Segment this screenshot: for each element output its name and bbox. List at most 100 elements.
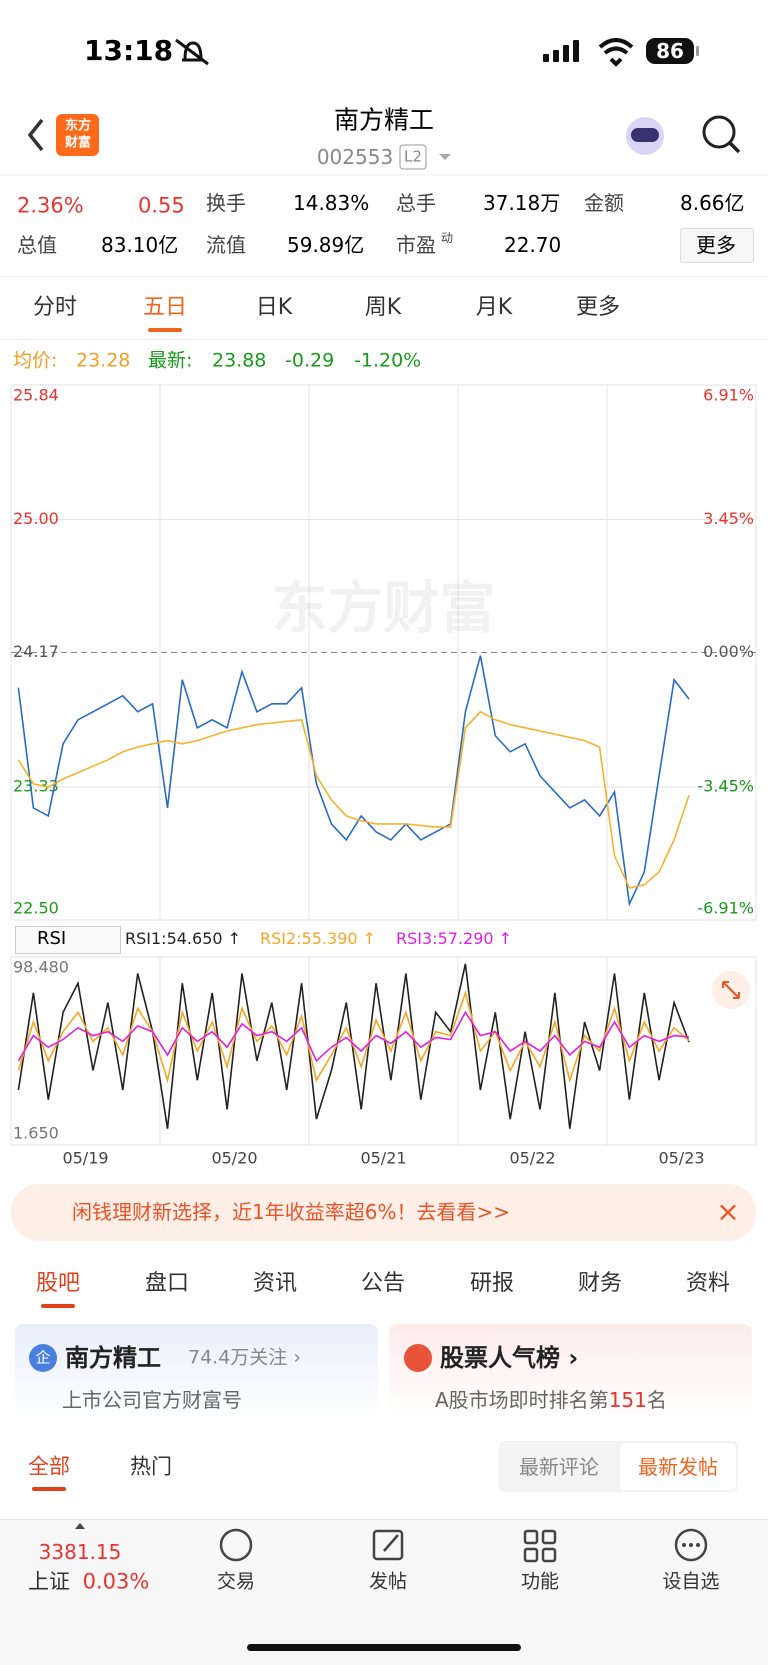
value: 22.70 — [504, 233, 562, 257]
sort-active-bg — [620, 1443, 736, 1490]
label: 总值 — [17, 233, 57, 257]
promo-banner[interactable] — [11, 1184, 756, 1241]
y2-tick-label: 6.91% — [703, 386, 754, 405]
nav-item[interactable]: 功能 — [520, 1570, 560, 1593]
change-pct: 2.36% — [17, 193, 84, 218]
card-icon — [29, 1344, 57, 1372]
chart-tab[interactable]: 周K — [364, 295, 402, 320]
watermark: 东方财富 — [272, 577, 496, 642]
card-icon-text: 企 — [35, 1348, 51, 1367]
card-sub-text: 名 — [646, 1388, 667, 1412]
sort-option[interactable]: 最新评论 — [519, 1455, 599, 1479]
x-tick-label: 05/20 — [211, 1149, 257, 1168]
series-line — [17, 710, 690, 889]
divider — [0, 276, 768, 277]
x-tick-label: 05/22 — [509, 1149, 555, 1168]
label: 总手 — [396, 191, 436, 215]
nav-item[interactable]: 交易 — [216, 1570, 256, 1593]
plot-frame — [10, 956, 757, 1146]
x-tick-label: 05/21 — [360, 1149, 406, 1168]
charts: 东方财富 25.84 6.91% 25.00 3.45% 24.17 0.00% 23.33 -… — [10, 384, 757, 1168]
y-tick-label: 98.480 — [13, 958, 69, 977]
series-line — [17, 655, 690, 907]
y-tick-label: 25.00 — [13, 509, 59, 528]
logo-text: 东方 — [64, 118, 92, 134]
section-tab[interactable]: 研报 — [469, 1271, 515, 1296]
chart-tab[interactable]: 日K — [255, 295, 293, 320]
rank-card[interactable] — [389, 1324, 752, 1423]
index-name[interactable]: 上证 — [28, 1569, 70, 1594]
x-tick-label: 05/23 — [658, 1149, 704, 1168]
time: 13:18 — [84, 34, 174, 67]
banner-text[interactable]: 闲钱理财新选择，近1年收益率超6%！去看看>> — [72, 1200, 510, 1224]
chart-tab[interactable]: 月K — [475, 295, 513, 320]
tab-indicator — [32, 1487, 66, 1491]
chart-tab[interactable]: 分时 — [32, 295, 78, 320]
card-sub-text: A股市场即时排名第 — [435, 1388, 609, 1412]
bottom-bar — [0, 1519, 768, 1665]
stock-name: 南方精工 — [333, 105, 435, 135]
y-tick-label: 24.17 — [13, 642, 59, 661]
bottom-icons — [75, 1523, 708, 1651]
card-title[interactable]: 南方精工 — [65, 1344, 161, 1372]
label: 市盈 — [396, 233, 436, 257]
feed-tab[interactable]: 热门 — [130, 1454, 172, 1479]
series-line — [17, 1010, 690, 1063]
banner-close[interactable]: × — [716, 1195, 740, 1228]
index-change[interactable]: 0.03% — [82, 1569, 150, 1594]
tab-indicator — [148, 328, 182, 332]
y-tick-label: 1.650 — [13, 1124, 59, 1143]
divider — [0, 339, 768, 340]
company-card[interactable] — [15, 1324, 378, 1423]
stock-code: 002553 — [316, 145, 394, 169]
label: 金额 — [584, 191, 624, 215]
chart-tab-active[interactable]: 五日 — [142, 295, 188, 320]
level-badge: L2 — [404, 147, 422, 166]
legend-entry: RSI2:55.390 ↑ — [260, 929, 377, 948]
y-tick-label: 23.33 — [13, 777, 59, 796]
avg-label: 均价: — [13, 349, 58, 372]
y-tick-label: 25.84 — [13, 386, 59, 405]
expand-icon — [722, 981, 740, 999]
value: 83.10亿 — [101, 233, 179, 257]
card-sub: 上市公司官方财富号 — [62, 1388, 242, 1412]
value: 8.66亿 — [680, 191, 745, 215]
chart-tab[interactable]: 更多 — [575, 295, 621, 320]
x-tick-label: 05/19 — [62, 1149, 108, 1168]
more-button[interactable] — [680, 228, 754, 263]
indicator-select[interactable] — [15, 926, 121, 954]
section-tab[interactable]: 盘口 — [144, 1271, 190, 1296]
y2-tick-label: -6.91% — [697, 899, 754, 918]
sort-option-active[interactable]: 最新发帖 — [638, 1455, 718, 1479]
series-line — [17, 990, 690, 1084]
section-tab-active[interactable]: 股吧 — [35, 1271, 81, 1296]
label-sup: 动 — [441, 231, 454, 245]
card-sub: A股市场即时排名第151名 — [435, 1390, 667, 1410]
index-value[interactable]: 3381.15 — [38, 1540, 122, 1564]
section-tab[interactable]: 资料 — [685, 1271, 731, 1296]
more-label[interactable]: 更多 — [696, 233, 736, 257]
tab-indicator — [41, 1304, 75, 1308]
last-label: 最新: — [148, 349, 193, 372]
card-icon — [404, 1344, 432, 1372]
last-change-pct: -1.20% — [354, 349, 422, 372]
section-tab[interactable]: 资讯 — [252, 1271, 298, 1296]
battery-level: 86 — [656, 39, 684, 63]
feed-tab-active[interactable]: 全部 — [28, 1454, 70, 1479]
nav-item[interactable]: 设自选 — [662, 1570, 720, 1593]
legend-entry: RSI1:54.650 ↑ — [125, 929, 242, 948]
rank-number: 151 — [608, 1388, 647, 1412]
last-change: -0.29 — [285, 349, 335, 372]
section-tab[interactable]: 公告 — [360, 1271, 406, 1296]
legend-entry: RSI3:57.290 ↑ — [396, 929, 513, 948]
y2-tick-label: 0.00% — [703, 642, 754, 661]
indicator-name[interactable]: RSI — [37, 928, 67, 949]
change: 0.55 — [138, 193, 185, 218]
header-icons — [0, 38, 768, 176]
value: 14.83% — [293, 191, 370, 215]
label: 流值 — [206, 233, 246, 257]
section-tab[interactable]: 财务 — [577, 1271, 623, 1296]
nav-item[interactable]: 发帖 — [368, 1570, 408, 1593]
card-title[interactable]: 股票人气榜 › — [440, 1344, 579, 1372]
